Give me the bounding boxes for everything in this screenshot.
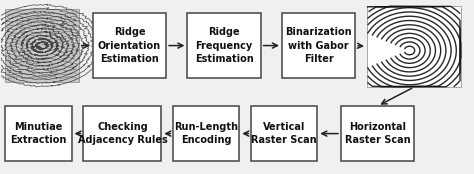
Text: Vertical
Raster Scan: Vertical Raster Scan [251,122,317,145]
Text: Ridge
Orientation
Estimation: Ridge Orientation Estimation [98,27,161,64]
FancyBboxPatch shape [282,13,355,78]
Text: Binarization
with Gabor
Filter: Binarization with Gabor Filter [285,27,352,64]
FancyBboxPatch shape [173,106,239,161]
FancyBboxPatch shape [341,106,414,161]
Text: Run-Length
Encoding: Run-Length Encoding [174,122,238,145]
FancyBboxPatch shape [187,13,261,78]
Text: Minutiae
Extraction: Minutiae Extraction [10,122,67,145]
FancyBboxPatch shape [83,106,161,161]
FancyBboxPatch shape [251,106,318,161]
FancyBboxPatch shape [5,9,79,82]
Text: Ridge
Frequency
Estimation: Ridge Frequency Estimation [195,27,254,64]
FancyBboxPatch shape [5,106,72,161]
Text: Checking
Adjacency Rules: Checking Adjacency Rules [78,122,167,145]
Text: Horizontal
Raster Scan: Horizontal Raster Scan [345,122,410,145]
FancyBboxPatch shape [367,6,462,87]
FancyBboxPatch shape [93,13,166,78]
